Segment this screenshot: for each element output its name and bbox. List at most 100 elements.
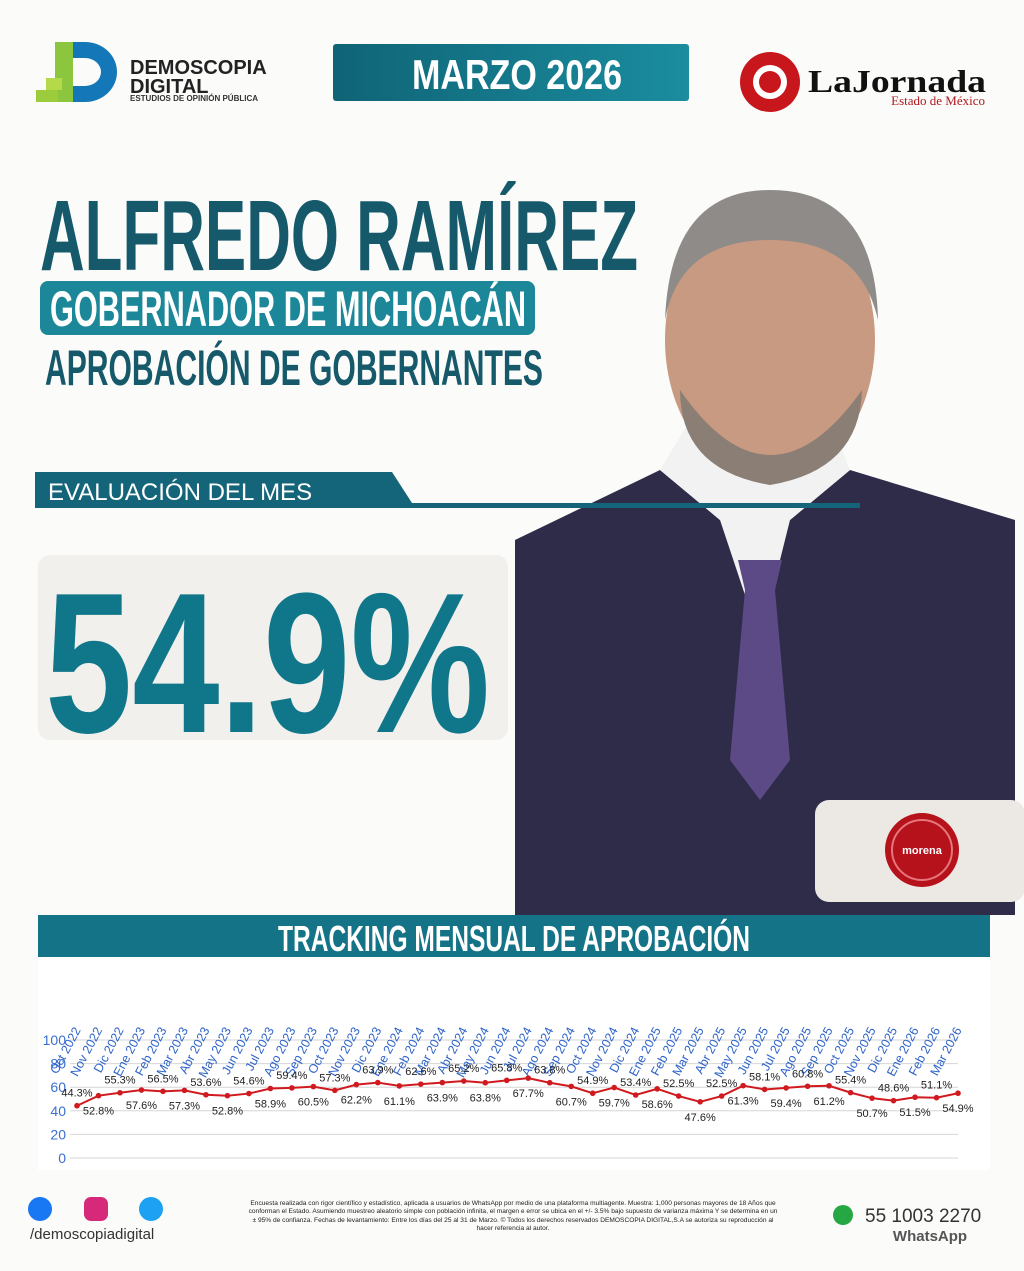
value-label: 59.4%: [276, 1070, 307, 1082]
point: [289, 1085, 295, 1091]
point: [117, 1089, 123, 1096]
y-tick-label: 0: [58, 1150, 66, 1166]
position-badge: [40, 281, 535, 335]
point: [482, 1079, 489, 1086]
point: [933, 1094, 940, 1101]
value-label: 63.8%: [534, 1065, 565, 1077]
whatsapp-icon[interactable]: [833, 1205, 853, 1225]
phone: 55 1003 2270: [865, 1206, 981, 1227]
value-label: 53.4%: [620, 1077, 651, 1089]
point: [546, 1079, 553, 1086]
value-label: 58.9%: [255, 1098, 286, 1110]
point: [804, 1083, 811, 1090]
value-label: 63.9%: [427, 1093, 458, 1105]
party-ring: [891, 819, 953, 881]
value-label: 54.6%: [233, 1076, 264, 1088]
y-tick-label: 60: [50, 1079, 66, 1095]
logo-tagline: ESTUDIOS DE OPINIÓN PÚBLICA: [130, 94, 258, 103]
value-label: 52.5%: [663, 1078, 694, 1090]
value-label: 54.9%: [577, 1075, 608, 1087]
party-name: morena: [902, 845, 943, 857]
point: [869, 1095, 875, 1101]
value-label: 52.8%: [212, 1106, 243, 1118]
point: [138, 1087, 145, 1093]
value-label: 65.8%: [491, 1062, 522, 1074]
point: [267, 1085, 274, 1092]
value-label: 63.9%: [362, 1065, 393, 1077]
point: [224, 1092, 231, 1099]
party-logo: [885, 813, 959, 887]
value-label: 50.7%: [856, 1108, 887, 1120]
value-label: 54.9%: [942, 1103, 973, 1115]
value-label: 57.3%: [169, 1100, 200, 1112]
point: [654, 1086, 660, 1092]
value-label: 52.8%: [83, 1106, 114, 1118]
month-badge: [333, 44, 689, 101]
point: [375, 1079, 381, 1086]
social-handle: /demoscopiadigital: [30, 1226, 154, 1243]
chart-title-bar: [38, 915, 990, 957]
point: [783, 1085, 789, 1091]
value-label: 60.8%: [792, 1068, 823, 1080]
value-label: 47.6%: [685, 1112, 716, 1124]
point: [589, 1090, 596, 1097]
evaluation-tab: [35, 472, 860, 508]
month: MARZO 2026: [412, 51, 622, 98]
point: [310, 1083, 317, 1090]
point: [568, 1083, 575, 1090]
point: [181, 1087, 188, 1094]
value-label: 51.5%: [899, 1107, 930, 1119]
point: [525, 1075, 532, 1081]
point: [246, 1090, 252, 1097]
point: [740, 1082, 746, 1089]
point: [95, 1092, 102, 1099]
methodology-note: Encuesta realizada con rigor científico …: [248, 1200, 778, 1233]
point: [632, 1092, 639, 1098]
twitter-icon[interactable]: [139, 1197, 163, 1221]
point: [439, 1079, 446, 1086]
point: [955, 1090, 961, 1097]
partner-edition: Estado de México: [891, 93, 985, 108]
y-tick-label: 40: [50, 1103, 66, 1119]
point: [890, 1097, 897, 1104]
value-label: 59.4%: [770, 1098, 801, 1110]
evaluation-value: 54.9%: [45, 552, 490, 775]
value-label: 52.5%: [706, 1078, 737, 1090]
facebook-icon[interactable]: [28, 1197, 52, 1221]
value-label: 62.6%: [405, 1066, 436, 1078]
y-tick-label: 100: [43, 1032, 67, 1048]
series-line: [76, 1077, 959, 1107]
point: [332, 1087, 338, 1094]
value-label: 60.5%: [298, 1097, 329, 1109]
value-label: 65.2%: [448, 1063, 479, 1075]
value-label: 60.7%: [556, 1096, 587, 1108]
point: [611, 1084, 617, 1091]
point: [761, 1086, 768, 1093]
point: [396, 1083, 403, 1089]
point: [718, 1093, 725, 1099]
value-label: 44.3%: [61, 1088, 92, 1100]
y-tick-label: 20: [50, 1126, 66, 1142]
evaluation-label: EVALUACIÓN DEL MES: [48, 479, 312, 506]
channel: WhatsApp: [893, 1228, 967, 1245]
value-label: 48.6%: [878, 1083, 909, 1095]
position: GOBERNADOR DE MICHOACÁN: [50, 281, 526, 337]
value-label: 67.7%: [513, 1088, 544, 1100]
point: [826, 1082, 832, 1089]
study: APROBACIÓN DE GOBERNANTES: [45, 340, 543, 396]
value-label: 62.2%: [341, 1095, 372, 1107]
point: [697, 1099, 703, 1105]
point: [74, 1102, 80, 1109]
value-label: 61.2%: [813, 1096, 844, 1108]
instagram-icon[interactable]: [84, 1197, 108, 1221]
logo: [36, 42, 117, 102]
value-label: 51.1%: [921, 1080, 952, 1092]
value-label: 63.8%: [470, 1093, 501, 1105]
partner-name: LaJornada: [808, 63, 986, 99]
point: [203, 1091, 209, 1098]
value-label: 56.5%: [147, 1073, 178, 1085]
partner-logo: [740, 52, 800, 112]
point: [160, 1088, 166, 1095]
